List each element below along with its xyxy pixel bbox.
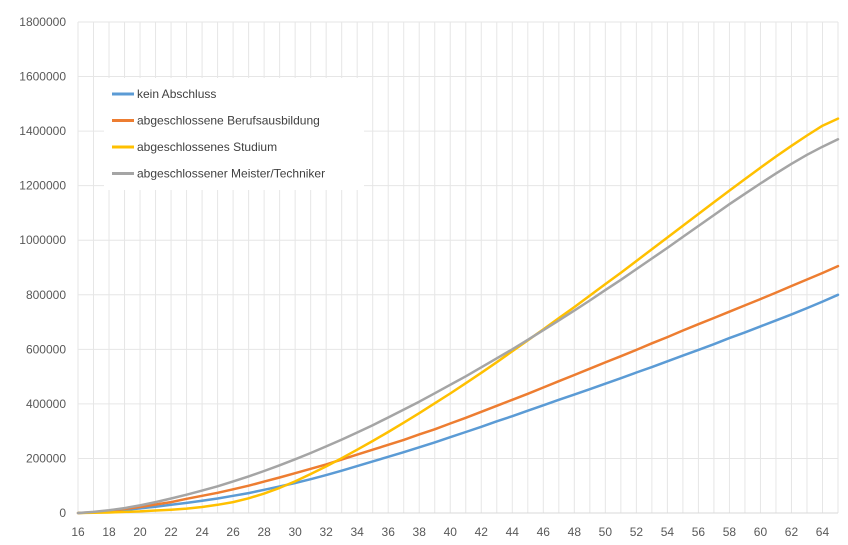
series-lines xyxy=(76,117,840,515)
series-line-3 xyxy=(76,117,840,515)
y-tick-label: 1800000 xyxy=(19,15,66,29)
x-tick-label: 34 xyxy=(351,525,365,539)
x-tick-label: 62 xyxy=(785,525,799,539)
legend-box xyxy=(104,78,364,190)
x-tick-label: 46 xyxy=(537,525,551,539)
x-tick-label: 30 xyxy=(288,525,302,539)
y-tick-label: 1000000 xyxy=(19,233,66,247)
legend: kein Abschluss abgeschlossene Berufsausbi… xyxy=(104,78,364,190)
y-axis-tick-labels: 0 200000 400000 600000 800000 1000000 1200000 1… xyxy=(19,15,66,520)
legend-label: kein Abschluss xyxy=(137,87,216,101)
x-tick-label: 22 xyxy=(164,525,178,539)
series-line-1 xyxy=(76,293,840,515)
x-tick-label: 28 xyxy=(257,525,271,539)
series-line-4 xyxy=(76,138,840,515)
y-tick-label: 1600000 xyxy=(19,70,66,84)
x-tick-label: 60 xyxy=(754,525,768,539)
x-tick-label: 48 xyxy=(568,525,582,539)
x-tick-label: 16 xyxy=(71,525,85,539)
y-tick-label: 800000 xyxy=(26,288,66,302)
x-axis-tick-labels: 16 18 20 22 24 26 28 30 32 34 36 38 40 42 44 46 48 50 52 54… xyxy=(71,525,829,539)
x-tick-label: 42 xyxy=(475,525,489,539)
series-line-2 xyxy=(76,264,840,515)
x-tick-label: 64 xyxy=(816,525,830,539)
x-tick-label: 58 xyxy=(723,525,737,539)
x-tick-label: 36 xyxy=(382,525,396,539)
y-tick-label: 600000 xyxy=(26,342,66,356)
x-tick-label: 20 xyxy=(133,525,147,539)
y-tick-label: 200000 xyxy=(26,451,66,465)
x-tick-label: 54 xyxy=(661,525,675,539)
x-tick-label: 40 xyxy=(444,525,458,539)
horizontal-gridlines xyxy=(78,21,838,459)
x-tick-label: 52 xyxy=(630,525,644,539)
y-tick-label: 400000 xyxy=(26,397,66,411)
x-tick-label: 56 xyxy=(692,525,706,539)
x-tick-label: 44 xyxy=(506,525,520,539)
legend-label: abgeschlossener Meister/Techniker xyxy=(137,167,325,181)
legend-label: abgeschlossene Berufsausbildung xyxy=(137,114,320,128)
legend-label: abgeschlossenes Studium xyxy=(137,140,277,154)
y-tick-label: 1400000 xyxy=(19,124,66,138)
x-tick-label: 50 xyxy=(599,525,613,539)
y-tick-label: 0 xyxy=(59,506,66,520)
x-tick-label: 32 xyxy=(319,525,333,539)
x-tick-label: 26 xyxy=(226,525,240,539)
y-tick-label: 1200000 xyxy=(19,179,66,193)
x-tick-label: 18 xyxy=(102,525,116,539)
x-tick-label: 24 xyxy=(195,525,209,539)
x-tick-label: 38 xyxy=(413,525,427,539)
